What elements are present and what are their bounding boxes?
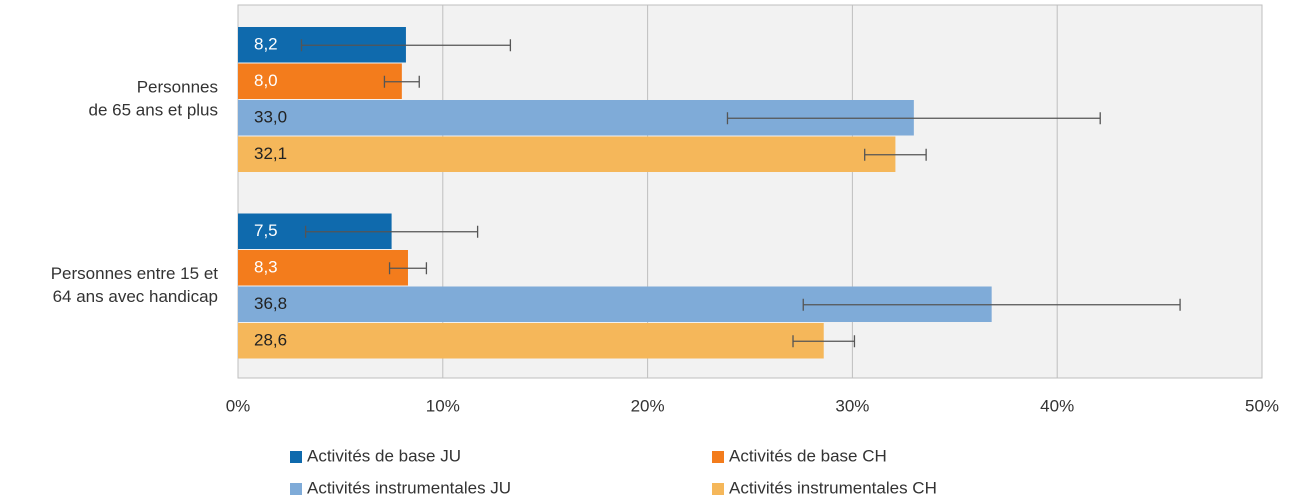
bar: [238, 136, 896, 172]
bar: [238, 63, 402, 99]
error-bar: [864, 148, 927, 161]
data-label: 33,0: [254, 108, 287, 127]
legend-label: Activités instrumentales JU: [307, 478, 511, 497]
y-tick-label: Personnes entre 15 et 64 ans avec handica…: [51, 264, 219, 306]
legend-swatch: [290, 483, 302, 495]
y-tick-label-line: Personnes: [137, 78, 218, 97]
data-label: 36,8: [254, 294, 287, 313]
data-label: 8,3: [254, 258, 278, 277]
y-tick-label-line: de 65 ans et plus: [89, 101, 218, 120]
error-bar: [388, 262, 428, 275]
bar: [238, 250, 408, 286]
x-tick-label: 40%: [1040, 396, 1074, 415]
y-tick-label: Personnes de 65 ans et plus: [89, 78, 218, 120]
legend-label: Activités de base CH: [729, 446, 887, 465]
y-tick-label-line: 64 ans avec handicap: [53, 287, 218, 306]
data-label: 32,1: [254, 144, 287, 163]
x-tick-label: 30%: [835, 396, 869, 415]
error-bar: [304, 225, 479, 238]
x-tick-label: 10%: [426, 396, 460, 415]
error-bar: [792, 335, 856, 348]
legend-swatch: [290, 451, 302, 463]
x-tick-label: 20%: [631, 396, 665, 415]
x-tick-label: 0%: [226, 396, 251, 415]
data-label: 8,2: [254, 35, 278, 54]
x-tick-label: 50%: [1245, 396, 1279, 415]
legend-swatch: [712, 483, 724, 495]
legend-swatch: [712, 451, 724, 463]
data-label: 7,5: [254, 221, 278, 240]
y-tick-label-line: Personnes entre 15 et: [51, 264, 219, 283]
error-bar: [726, 112, 1101, 125]
bar: [238, 323, 824, 359]
data-label: 28,6: [254, 331, 287, 350]
data-label: 8,0: [254, 71, 278, 90]
error-bar: [383, 75, 420, 88]
error-bar: [300, 39, 512, 52]
error-bar: [802, 298, 1181, 311]
legend-label: Activités instrumentales CH: [729, 478, 937, 497]
legend-label: Activités de base JU: [307, 446, 461, 465]
